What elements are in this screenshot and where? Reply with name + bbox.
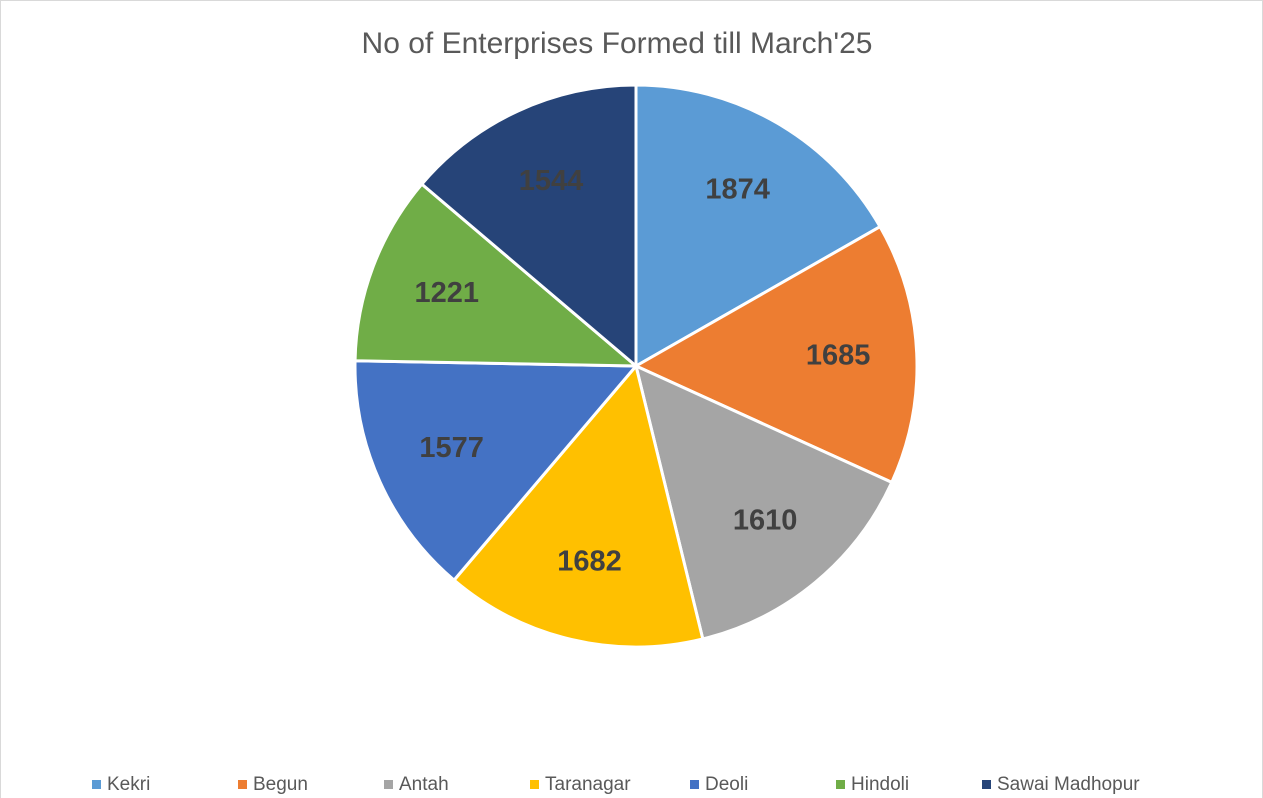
legend-label: Hindoli — [851, 774, 909, 795]
pie-slice — [633, 363, 894, 641]
legend-marker — [92, 780, 101, 789]
pie-slice — [632, 224, 919, 485]
data-label: 1577 — [419, 432, 484, 464]
legend-label: Antah — [399, 774, 449, 795]
legend-marker — [836, 780, 845, 789]
legend-marker — [690, 780, 699, 789]
legend-marker — [238, 780, 247, 789]
legend-marker — [384, 780, 393, 789]
data-label: 1610 — [733, 504, 798, 536]
legend-label: Taranagar — [545, 774, 631, 795]
legend-marker — [982, 780, 991, 789]
data-label: 1685 — [806, 339, 871, 371]
pie-slice — [419, 83, 638, 370]
pie-slice — [353, 181, 641, 368]
legend-label: Kekri — [107, 774, 150, 795]
pie-slice — [353, 359, 640, 583]
pie-slice — [451, 362, 705, 649]
chart-title: No of Enterprises Formed till March'25 — [362, 27, 873, 60]
legend-label: Begun — [253, 774, 308, 795]
legend-marker — [530, 780, 539, 789]
data-label: 1682 — [557, 546, 622, 578]
data-label: 1544 — [519, 165, 584, 197]
legend-label: Deoli — [705, 774, 748, 795]
legend-label: Sawai Madhopur — [997, 774, 1140, 795]
data-label: 1874 — [705, 174, 770, 206]
pie-slice — [634, 83, 883, 369]
data-label: 1221 — [414, 277, 479, 309]
